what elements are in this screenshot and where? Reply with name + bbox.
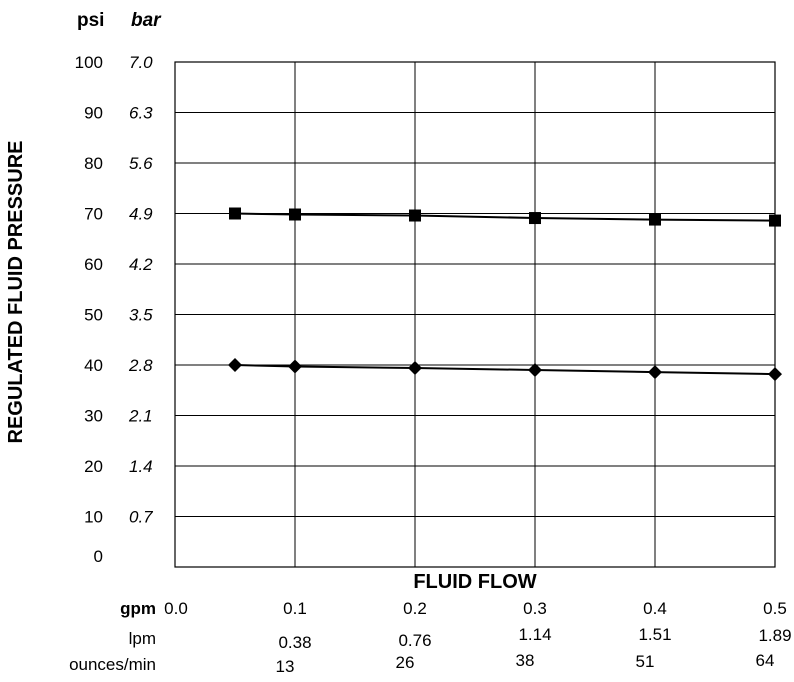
y-unit-psi: psi [77,10,104,31]
data-point-square [289,208,301,221]
x-tick-gpm: 0.5 [763,599,787,618]
data-point-diamond [648,365,662,380]
series-diamond [228,358,782,382]
y-tick-psi: 90 [84,104,103,123]
y-axis-title: REGULATED FLUID PRESSURE [5,141,27,444]
y-tick-psi: 20 [84,457,103,476]
y-tick-bar: 0.7 [129,508,153,527]
data-point-diamond [768,367,782,382]
x-tick-ounces: 64 [756,651,775,670]
data-point-diamond [228,358,242,372]
x-tick-gpm: 0.3 [523,599,547,618]
data-point-diamond [528,363,542,378]
y-tick-psi: 50 [84,306,103,325]
series-layer [228,207,782,382]
y-tick-bar: 6.3 [129,104,153,123]
x-tick-gpm: 0.2 [403,599,427,618]
x-row-label-lpm: lpm [129,629,156,648]
y-tick-bar: 5.6 [129,154,153,173]
y-tick-psi: 100 [75,53,103,72]
y-tick-bar: 1.4 [129,457,153,476]
x-tick-lpm: 0.38 [278,633,311,652]
y-tick-bar: 3.5 [129,306,153,325]
data-point-square [229,207,241,220]
y-tick-labels: 10090807060504030201007.06.35.64.94.23.5… [75,53,154,566]
x-tick-gpm: 0.4 [643,599,667,618]
plot-frame [174,61,776,568]
y-tick-bar: 2.1 [128,407,153,426]
grid [175,62,775,567]
y-tick-psi: 80 [84,154,103,173]
x-tick-ounces: 38 [516,651,535,670]
x-tick-labels: gpm 0.0 0.1 0.2 0.3 0.4 0.5 lpm 0.38 0.76 1.14 1.51… [69,599,791,676]
x-axis-title: FLUID FLOW [413,571,536,593]
y-tick-psi: 40 [84,356,103,375]
data-point-square [649,213,661,226]
data-point-square [409,209,421,222]
y-tick-psi: 10 [84,508,103,527]
data-point-square [769,214,781,227]
x-tick-lpm: 0.76 [398,631,431,650]
data-point-diamond [408,361,422,376]
y-tick-psi: 70 [84,205,103,224]
y-tick-psi: 60 [84,255,103,274]
y-tick-psi: 0 [94,547,103,566]
series-line-square [234,212,776,222]
x-tick-ounces: 51 [636,652,655,671]
x-tick-ounces: 26 [396,653,415,672]
y-tick-bar: 4.9 [129,205,153,224]
y-tick-psi: 30 [84,407,103,426]
x-tick-gpm: 0.1 [283,599,307,618]
y-tick-bar: 7.0 [129,53,153,72]
x-tick-gpm: 0.0 [164,599,188,618]
x-tick-lpm: 1.89 [758,626,791,645]
series-square [229,207,781,227]
data-point-square [529,212,541,225]
x-tick-ounces: 13 [276,657,295,676]
data-point-diamond [288,359,302,374]
x-tick-lpm: 1.51 [638,625,671,644]
x-row-label-gpm: gpm [120,599,156,618]
x-tick-lpm: 1.14 [518,625,551,644]
series-line-diamond [234,364,776,376]
y-unit-bar: bar [131,10,162,31]
x-row-label-ounces: ounces/min [69,655,156,674]
y-tick-bar: 4.2 [129,255,153,274]
y-tick-bar: 2.8 [128,356,153,375]
